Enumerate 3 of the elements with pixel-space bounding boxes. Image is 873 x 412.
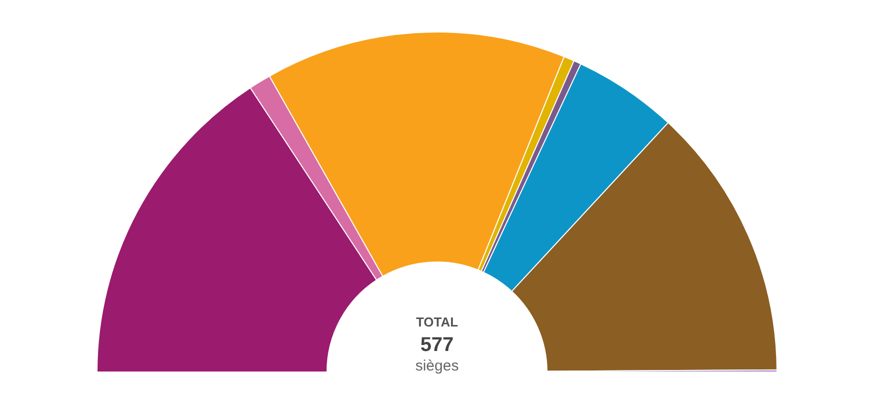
text: sièges — [415, 358, 459, 374]
text: TOTAL — [416, 314, 458, 330]
text: 577 — [420, 334, 454, 356]
